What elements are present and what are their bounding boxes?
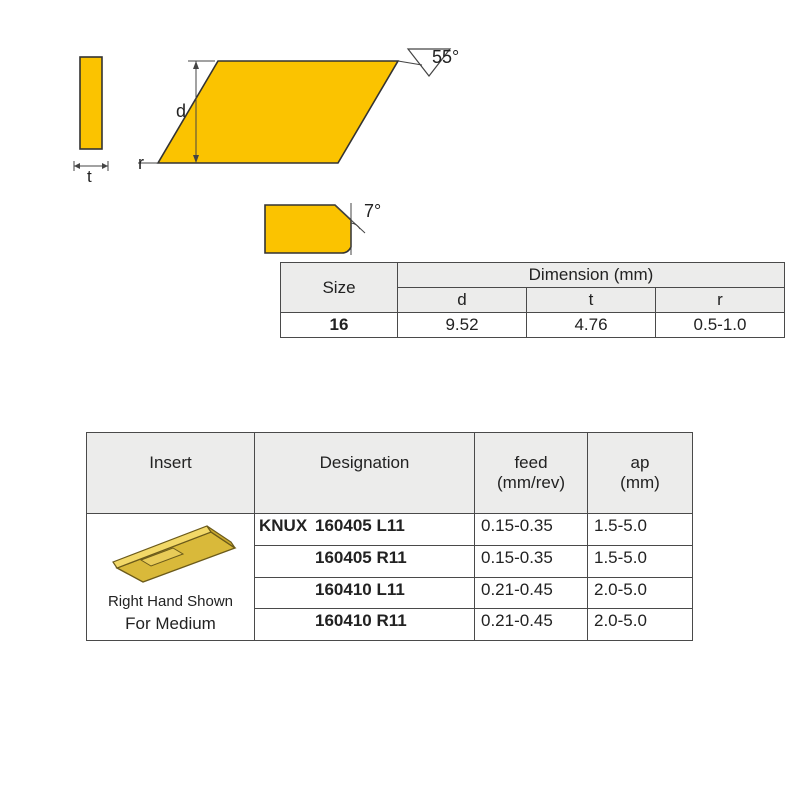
label-r: r (138, 153, 144, 173)
code-2: 160410 L11 (313, 578, 474, 602)
angle-55-text: 55° (432, 47, 459, 67)
table-row: Right Hand Shown For Medium KNUX 160405 … (87, 514, 693, 546)
technical-diagram: t d r 55° 7° (70, 45, 490, 260)
dim-col-d: d (398, 288, 527, 313)
label-d: d (176, 101, 186, 121)
code-1: 160405 R11 (313, 546, 474, 570)
series-label: KNUX (255, 514, 313, 538)
designation-cell: 160410 L11 (255, 577, 475, 609)
feed-2: 0.21-0.45 (475, 577, 588, 609)
insert-caption-2: For Medium (91, 614, 250, 634)
designation-cell: 160410 R11 (255, 609, 475, 641)
relief-profile: 7° (265, 201, 381, 255)
designation-cell: 160405 R11 (255, 545, 475, 577)
dim-t: 4.76 (527, 313, 656, 338)
feed-1: 0.15-0.35 (475, 545, 588, 577)
diagram-svg: t d r 55° 7° (70, 45, 490, 260)
dim-d: 9.52 (398, 313, 527, 338)
header-ap: ap (mm) (588, 433, 693, 514)
insert-thumbnail (101, 520, 241, 586)
ap-2: 2.0-5.0 (588, 577, 693, 609)
insert-table: Insert Designation feed (mm/rev) ap (mm)… (86, 432, 693, 641)
insert-image-cell: Right Hand Shown For Medium (87, 514, 255, 641)
header-insert: Insert (87, 433, 255, 514)
header-designation: Designation (255, 433, 475, 514)
angle-7-text: 7° (364, 201, 381, 221)
dimension-table: Size Dimension (mm) d t r 16 9.52 4.76 0… (280, 262, 785, 338)
dim-r: 0.5-1.0 (656, 313, 785, 338)
header-feed: feed (mm/rev) (475, 433, 588, 514)
ap-3: 2.0-5.0 (588, 609, 693, 641)
dim-header-row: Size Dimension (mm) (281, 263, 785, 288)
ap-1: 1.5-5.0 (588, 545, 693, 577)
feed-3: 0.21-0.45 (475, 609, 588, 641)
side-profile: t (74, 57, 108, 186)
dim-header-dimension: Dimension (mm) (398, 263, 785, 288)
dim-size: 16 (281, 313, 398, 338)
dim-header-size: Size (281, 263, 398, 313)
label-t: t (87, 167, 92, 186)
dim-data-row: 16 9.52 4.76 0.5-1.0 (281, 313, 785, 338)
feed-0: 0.15-0.35 (475, 514, 588, 546)
insert-caption: Right Hand Shown (91, 593, 250, 610)
dim-col-t: t (527, 288, 656, 313)
designation-cell: KNUX 160405 L11 (255, 514, 475, 546)
main-header-row: Insert Designation feed (mm/rev) ap (mm) (87, 433, 693, 514)
top-view: d r (138, 61, 398, 173)
dim-col-r: r (656, 288, 785, 313)
angle-55: 55° (398, 47, 459, 76)
code-0: 160405 L11 (313, 514, 474, 538)
code-3: 160410 R11 (313, 609, 474, 633)
ap-0: 1.5-5.0 (588, 514, 693, 546)
